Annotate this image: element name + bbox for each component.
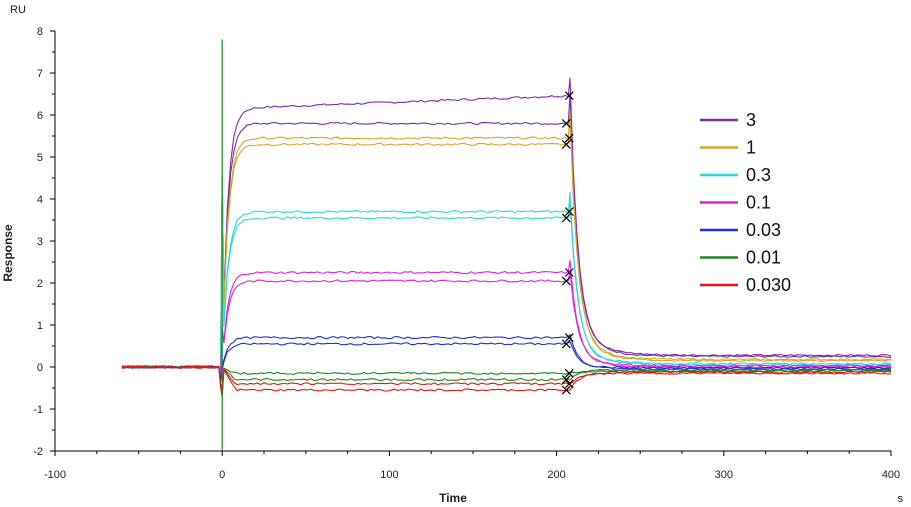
y-axis-title: Response <box>1 224 15 282</box>
legend-label: 1 <box>746 138 756 158</box>
legend-item-0.3: 0.3 <box>700 165 771 185</box>
series-line-0.1-rep2 <box>121 270 892 381</box>
end-marker <box>561 213 571 223</box>
y-tick-label: 0 <box>37 362 43 374</box>
end-marker <box>564 379 574 389</box>
axes: -2 -1 0 1 2 3 4 5 6 7 8 -100 0 100 200 300 400 <box>33 26 900 481</box>
end-marker <box>564 333 574 343</box>
legend-label: 0.1 <box>746 193 771 213</box>
end-marker <box>561 385 571 395</box>
x-tick-label: 300 <box>715 469 733 481</box>
x-unit-label: s <box>898 493 904 505</box>
series-line-0.03-rep1 <box>121 334 892 383</box>
legend-label: 0.030 <box>746 275 791 295</box>
x-tick-label: 100 <box>380 469 398 481</box>
series-line-3-rep2 <box>121 92 892 374</box>
y-tick-label: 3 <box>37 236 43 248</box>
end-marker <box>564 207 574 217</box>
end-marker <box>561 118 571 128</box>
end-marker <box>564 133 574 143</box>
end-marker <box>564 368 574 378</box>
series-line-1-rep1 <box>121 110 892 376</box>
x-tick-label: 200 <box>547 469 565 481</box>
y-tick-label: 2 <box>37 278 43 290</box>
end-markers <box>561 91 574 395</box>
end-marker <box>561 139 571 149</box>
legend-label: 0.3 <box>746 165 771 185</box>
legend: 3 1 0.3 0.1 0.03 0.01 0.030 <box>700 110 791 295</box>
end-marker <box>561 375 571 385</box>
plot-area <box>121 39 892 451</box>
series-line-3-rep1 <box>121 77 892 374</box>
end-marker <box>564 91 574 101</box>
legend-item-0.1: 0.1 <box>700 193 771 213</box>
end-marker <box>561 276 571 286</box>
y-unit-label: RU <box>10 4 26 16</box>
legend-label: 0.01 <box>746 248 781 268</box>
legend-item-3: 3 <box>700 110 756 130</box>
series-line-0.3-rep2 <box>121 177 892 379</box>
x-tick-label: 0 <box>219 469 225 481</box>
legend-item-0.030: 0.030 <box>700 275 791 295</box>
legend-item-0.03: 0.03 <box>700 220 781 240</box>
y-tick-label: 1 <box>37 320 43 332</box>
y-tick-label: 4 <box>37 194 43 206</box>
x-axis-title: Time <box>439 491 467 505</box>
y-tick-label: -1 <box>33 404 43 416</box>
x-tick-label: 400 <box>882 469 900 481</box>
end-marker <box>561 339 571 349</box>
legend-label: 3 <box>746 110 756 130</box>
y-tick-label: -2 <box>33 446 43 458</box>
series-line-0.030-rep2 <box>121 365 892 399</box>
x-tick-label: -100 <box>44 469 66 481</box>
end-marker <box>564 268 574 277</box>
series-line-0.030-rep1 <box>121 365 892 395</box>
series-line-0.03-rep2 <box>121 341 892 383</box>
y-tick-label: 5 <box>37 152 43 164</box>
y-tick-label: 6 <box>37 110 43 122</box>
series-line-0.1-rep1 <box>121 260 892 381</box>
legend-item-1: 1 <box>700 138 756 158</box>
series-line-0.01-rep2 <box>121 365 892 392</box>
y-tick-label: 8 <box>37 26 43 38</box>
legend-item-0.01: 0.01 <box>700 248 781 268</box>
y-tick-label: 7 <box>37 68 43 80</box>
series-line-1-rep2 <box>121 117 892 376</box>
legend-label: 0.03 <box>746 220 781 240</box>
